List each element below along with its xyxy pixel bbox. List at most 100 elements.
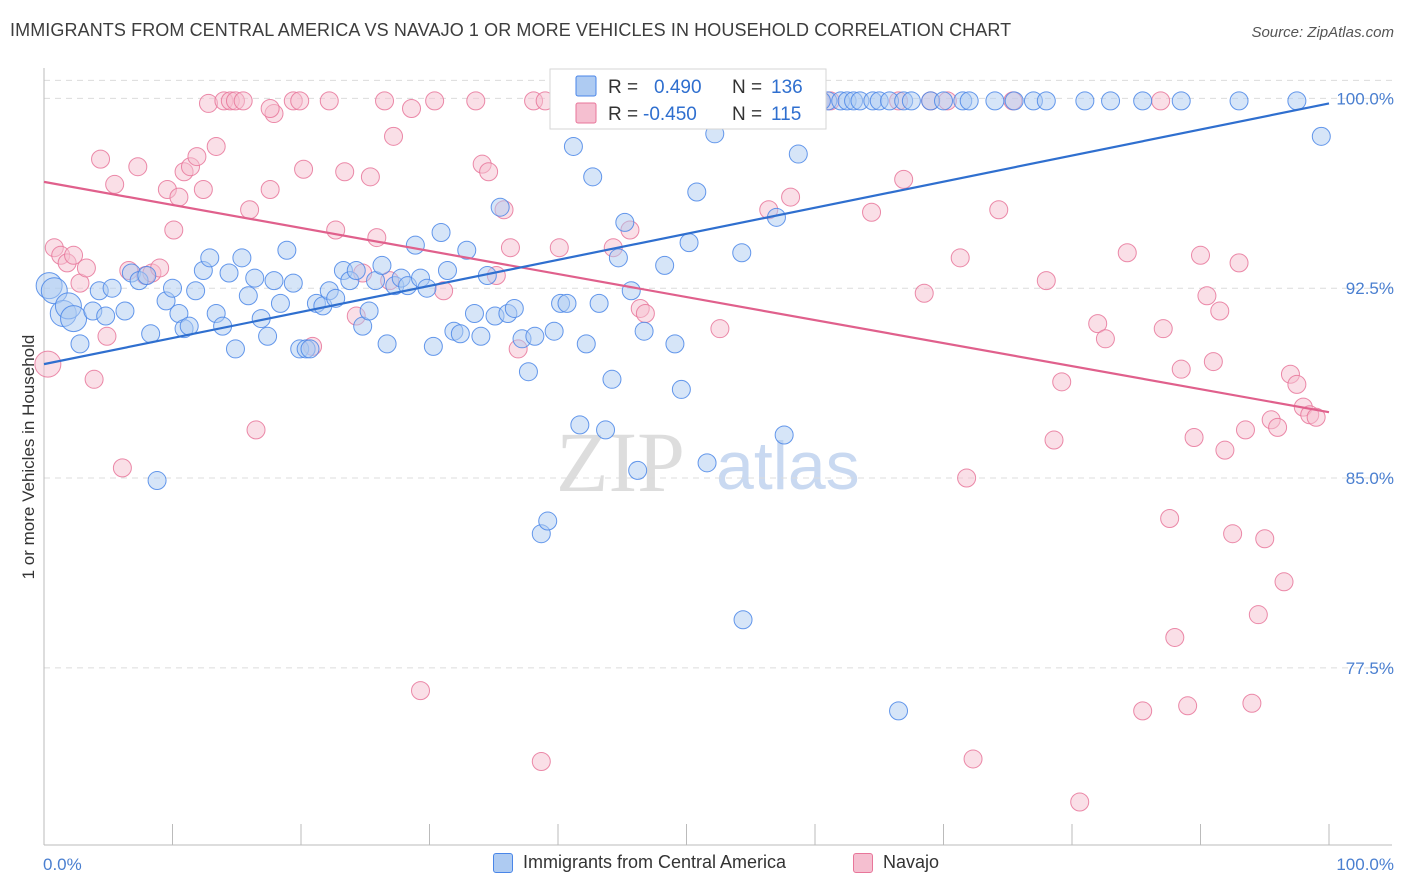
navajo-point xyxy=(335,162,355,182)
central-america-point xyxy=(300,339,320,359)
central-america-point xyxy=(245,268,265,288)
navajo-point xyxy=(1255,529,1275,549)
central-america-point xyxy=(544,321,564,341)
central-america-point xyxy=(115,301,135,321)
central-america-point xyxy=(1287,91,1307,111)
navajo-point xyxy=(1197,286,1217,306)
legend-label-central-america: Immigrants from Central America xyxy=(523,852,787,872)
navajo-point xyxy=(360,167,380,187)
navajo-point xyxy=(894,169,914,189)
legend-n-label-pink: N = xyxy=(732,104,762,125)
x-tick-label-left: 0.0% xyxy=(43,855,82,874)
navajo-point xyxy=(549,238,569,258)
y-tick-label: 77.5% xyxy=(1346,659,1394,678)
navajo-point xyxy=(781,187,801,207)
central-america-point xyxy=(238,286,258,306)
navajo-point xyxy=(957,468,977,488)
central-america-point xyxy=(70,334,90,354)
central-america-point xyxy=(655,255,675,275)
central-america-point xyxy=(563,136,583,156)
central-america-point xyxy=(901,91,921,111)
central-america-point xyxy=(186,281,206,301)
navajo-point xyxy=(963,749,983,769)
navajo-point xyxy=(233,91,253,111)
navajo-point xyxy=(402,98,422,118)
navajo-point xyxy=(1242,693,1262,713)
central-america-point xyxy=(583,167,603,187)
central-america-point xyxy=(457,240,477,260)
navajo-point xyxy=(290,91,310,111)
navajo-point xyxy=(294,159,314,179)
central-america-point xyxy=(270,293,290,313)
grid-lines xyxy=(44,79,1392,669)
navajo-point xyxy=(97,326,117,346)
legend-r-value-blue: 0.490 xyxy=(654,77,702,98)
central-america-point xyxy=(1133,91,1153,111)
central-america-point xyxy=(200,248,220,268)
central-america-point xyxy=(774,425,794,445)
navajo-point xyxy=(367,228,387,248)
navajo-point xyxy=(1274,572,1294,592)
central-america-point xyxy=(1004,91,1024,111)
navajo-point xyxy=(1287,374,1307,394)
central-america-point xyxy=(596,420,616,440)
central-america-point xyxy=(576,334,596,354)
central-america-point xyxy=(346,260,366,280)
central-america-point xyxy=(232,248,252,268)
navajo-point xyxy=(1165,627,1185,647)
central-america-point xyxy=(934,91,953,111)
legend-r-label-blue: R = xyxy=(608,77,638,98)
navajo-point xyxy=(531,751,551,771)
navajo-point xyxy=(91,149,111,169)
legend-swatch-blue xyxy=(575,75,597,97)
navajo-point xyxy=(240,200,260,220)
central-america-point xyxy=(634,321,654,341)
y-axis-title: 1 or more Vehicles in Household xyxy=(19,335,38,580)
central-america-trend-line xyxy=(43,102,1330,366)
navajo-point xyxy=(1095,329,1115,349)
central-america-point xyxy=(589,293,609,313)
navajo-point xyxy=(1178,696,1198,716)
legend-item-central-america: Immigrants from Central America xyxy=(493,852,786,873)
central-america-point xyxy=(671,379,691,399)
navajo-point xyxy=(193,179,213,199)
central-america-point xyxy=(557,293,577,313)
central-america-point xyxy=(697,453,717,473)
central-america-point xyxy=(621,281,641,301)
legend-label-navajo: Navajo xyxy=(883,852,940,872)
central-america-point xyxy=(665,334,685,354)
navajo-point xyxy=(84,369,104,389)
navajo-point xyxy=(1306,407,1326,427)
central-america-point xyxy=(518,362,538,382)
navajo-point xyxy=(1151,91,1171,111)
legend-n-label-blue: N = xyxy=(732,77,762,98)
central-america-point xyxy=(277,240,297,260)
y-tick-label: 92.5% xyxy=(1346,279,1394,298)
navajo-point xyxy=(64,245,84,265)
central-america-point xyxy=(405,235,425,255)
legend-item-navajo: Navajo xyxy=(853,852,939,873)
central-america-point xyxy=(570,415,590,435)
navajo-point xyxy=(466,91,486,111)
legend-swatch-pink xyxy=(575,102,597,124)
central-america-point xyxy=(679,233,699,253)
navajo-point xyxy=(1235,420,1255,440)
correlation-legend: R = 0.490 N = 136 R = -0.450 N = 115 xyxy=(549,68,827,130)
navajo-point xyxy=(384,126,404,146)
central-america-point xyxy=(504,298,524,318)
central-america-point xyxy=(602,369,622,389)
navajo-point xyxy=(411,681,431,701)
navajo-point xyxy=(319,91,339,111)
central-america-point xyxy=(1075,91,1095,111)
axes xyxy=(43,68,1392,846)
navajo-point xyxy=(260,179,280,199)
y-tick-label: 100.0% xyxy=(1336,89,1394,108)
navajo-point xyxy=(950,248,970,268)
navajo-point xyxy=(128,157,148,177)
central-america-point xyxy=(137,266,157,286)
navajo-point xyxy=(1210,301,1230,321)
central-america-point xyxy=(608,248,628,268)
navajo-point xyxy=(187,147,207,167)
central-america-point xyxy=(687,182,707,202)
